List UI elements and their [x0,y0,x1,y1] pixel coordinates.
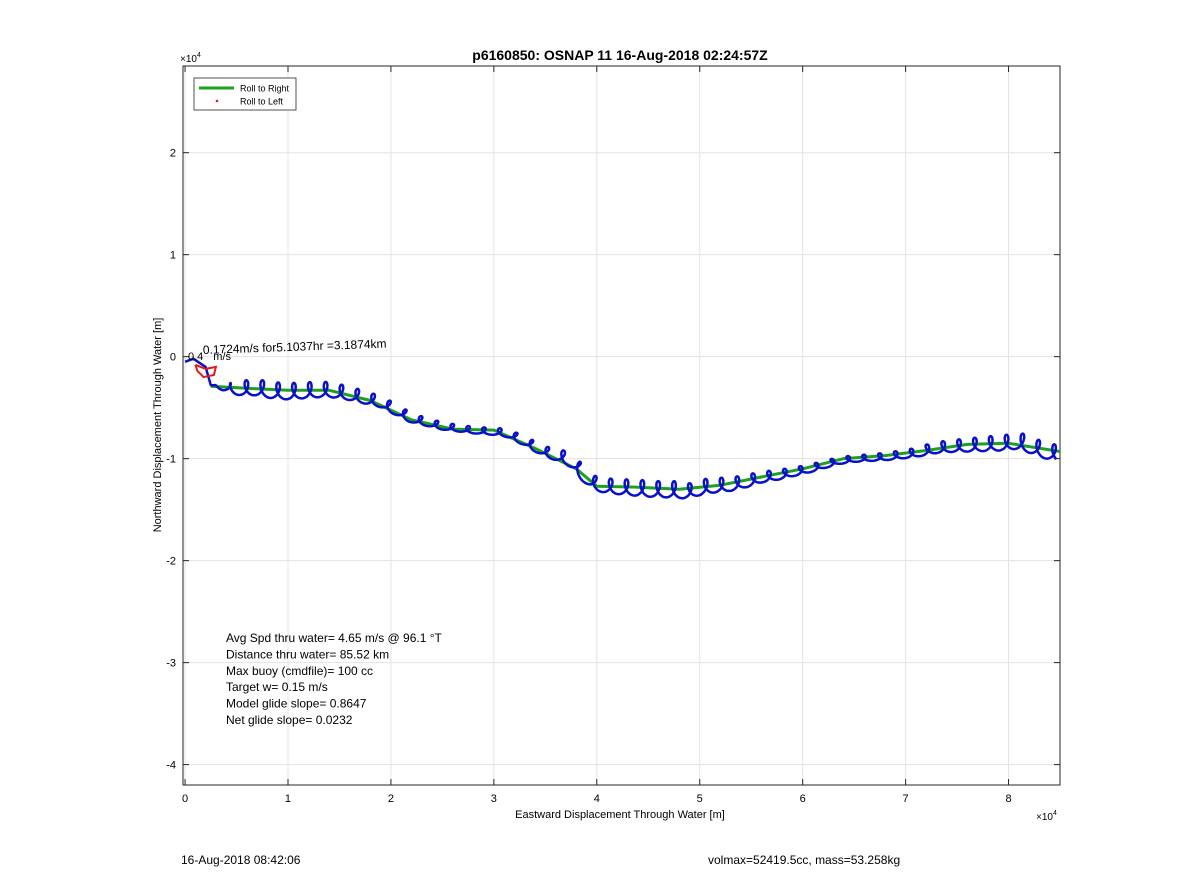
x-tick-label: 4 [594,793,600,805]
chart-title: p6160850: OSNAP 11 16-Aug-2018 02:24:57Z [472,47,768,63]
stats-line: Distance thru water= 85.52 km [226,647,389,661]
series-layer [184,357,1061,500]
stats-block: Avg Spd thru water= 4.65 m/s @ 96.1 °T Di… [226,631,443,727]
y-exponent: ×104 [180,52,201,65]
legend: Roll to Right Roll to Left [193,77,297,111]
y-tick-label: -3 [166,658,176,670]
series-roll-to-left [194,363,218,379]
y-tick-label: 2 [170,148,176,160]
footer-volmax-mass: volmax=52419.5cc, mass=53.258kg [708,853,901,867]
x-tick-label: 1 [285,793,291,805]
x-tick-label: 2 [388,793,394,805]
x-tick-label: 8 [1005,793,1011,805]
stats-line: Model glide slope= 0.8647 [226,697,367,711]
stats-line: Net glide slope= 0.0232 [226,713,353,727]
y-tick-label: 0 [170,352,176,364]
y-tick-label: -1 [166,454,176,466]
stats-line: Max buoy (cmdfile)= 100 cc [226,664,373,678]
glider-track [184,357,1058,500]
x-tick-label: 6 [800,793,806,805]
x-tick-label: 0 [182,793,188,805]
y-tick-label: -2 [166,556,176,568]
x-exponent: ×104 [1036,810,1057,823]
legend-box [193,77,297,111]
y-tick-labels: 2 1 0 -1 -2 -3 -4 [166,148,176,772]
stats-line: Avg Spd thru water= 4.65 m/s @ 96.1 °T [226,631,443,645]
y-tick-label: 1 [170,250,176,262]
stats-line: Target w= 0.15 m/s [226,680,328,694]
x-axis-label: Eastward Displacement Through Water [m] [515,809,725,821]
footer-timestamp: 16-Aug-2018 08:42:06 [181,853,301,867]
x-tick-label: 3 [491,793,497,805]
legend-label-roll-left: Roll to Left [240,97,284,107]
x-tick-label: 5 [697,793,703,805]
legend-swatch-roll-left [215,99,219,103]
legend-label-roll-right: Roll to Right [240,84,290,94]
axis-ticks [183,66,1060,785]
plot-area [182,65,1061,786]
annotation-top: 0.1724m/s for5.1037hr =3.1874km [203,337,387,357]
y-tick-label: -4 [166,760,176,772]
annotation-prefix: 0.4 m/s [188,351,232,363]
grid [183,66,1060,785]
x-tick-label: 7 [903,793,909,805]
series-roll-to-right [210,384,1061,491]
y-axis-label: Northward Displacement Through Water [m] [152,318,164,533]
x-tick-labels: 0 1 2 3 4 5 6 7 8 [182,793,1012,805]
